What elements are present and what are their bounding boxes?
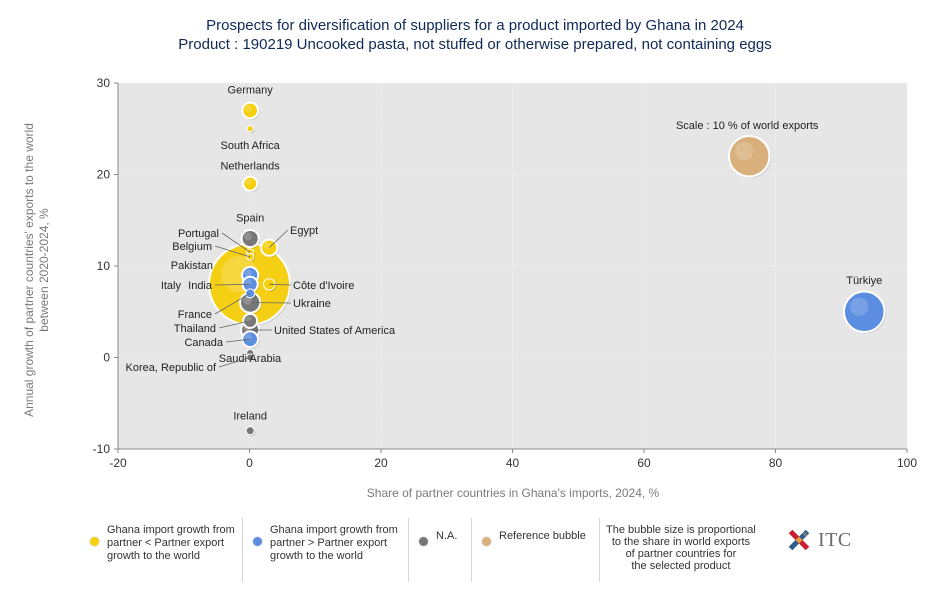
- legend-item-import-higher[interactable]: Ghana import growth from partner > Partn…: [243, 518, 409, 582]
- legend-label: N.A.: [436, 530, 458, 542]
- bubble: [240, 228, 260, 249]
- bubble-highlight: [244, 269, 252, 277]
- x-tick-label: 40: [506, 456, 520, 470]
- y-axis-label: Annual growth of partner countries' expo…: [22, 123, 51, 417]
- leader-line: [221, 232, 251, 253]
- bubble-label: Scale : 10 % of world exports: [676, 120, 819, 132]
- bubble-label: Canada: [184, 337, 223, 349]
- x-tick-label: 100: [897, 456, 917, 470]
- bubble: [242, 175, 259, 192]
- x-tick-label: 0: [246, 456, 253, 470]
- leader-line: [218, 357, 251, 368]
- x-tick-label: 20: [374, 456, 388, 470]
- bubble: [727, 134, 771, 178]
- bubble-highlight: [263, 242, 271, 250]
- legend-item-import-lower[interactable]: Ghana import growth from partner < Partn…: [80, 518, 243, 582]
- bubble-label: Spain: [236, 213, 264, 225]
- chart-title-line2: Product : 190219 Uncooked pasta, not stu…: [178, 36, 772, 53]
- y-tick-label: 20: [97, 168, 111, 182]
- bubble-label: Egypt: [290, 225, 318, 237]
- y-tick-label: 0: [103, 351, 110, 365]
- leader-line: [218, 320, 251, 329]
- bubble-label: Portugal: [178, 228, 219, 240]
- legend-yellow-dot-icon: [90, 537, 99, 546]
- chart-title: Prospects for diversification of supplie…: [0, 16, 950, 54]
- y-tick-label: -10: [93, 442, 111, 456]
- itc-logo-icon: [788, 529, 810, 551]
- bubble: [245, 426, 255, 436]
- bubble-label: Thailand: [174, 323, 216, 335]
- bubble-label: Saudi Arabia: [219, 353, 282, 365]
- chart-title-line1: Prospects for diversification of supplie…: [206, 17, 744, 34]
- legend-label: Ghana import growth from partner > Partn…: [270, 524, 398, 562]
- x-tick-label: 60: [637, 456, 651, 470]
- bubble-label: Türkiye: [846, 275, 882, 287]
- legend-label: Ghana import growth from partner < Partn…: [107, 524, 235, 562]
- bubble-label: India: [188, 280, 213, 292]
- bubble-label: France: [178, 309, 212, 321]
- legend-item-na[interactable]: N.A.: [409, 518, 472, 582]
- legend-size-note: The bubble size is proportional to the s…: [600, 518, 762, 582]
- leader-line: [214, 245, 251, 258]
- bubble-label: Ireland: [233, 411, 267, 423]
- bubble: [246, 125, 254, 133]
- leader-line: [269, 283, 292, 286]
- itc-logo-text: ITC: [818, 528, 852, 551]
- bubble: [843, 290, 886, 333]
- bubble-label: South Africa: [220, 140, 280, 152]
- bubble-highlight: [735, 142, 754, 161]
- legend-item-reference[interactable]: Reference bubble: [472, 518, 600, 582]
- bubble-highlight: [244, 104, 252, 113]
- bubble-label: Germany: [228, 84, 274, 96]
- leader-line: [214, 283, 251, 286]
- bubble-label: United States of America: [274, 325, 396, 337]
- bubble: [241, 101, 259, 120]
- x-tick-label: 80: [769, 456, 783, 470]
- bubble-highlight: [244, 278, 252, 286]
- legend-tan-dot-icon: [482, 537, 491, 546]
- bubble-label: Korea, Republic of: [126, 362, 217, 374]
- x-axis-label: Share of partner countries in Ghana's im…: [366, 486, 660, 500]
- bubble-label: Ukraine: [293, 298, 331, 310]
- leader-line: [268, 229, 289, 248]
- bubble-highlight: [244, 232, 252, 241]
- legend-gray-dot-icon: [419, 537, 428, 546]
- bubble-highlight: [850, 297, 869, 316]
- legend-blue-dot-icon: [253, 537, 262, 546]
- bubble-label: Pakistan: [171, 260, 213, 272]
- y-tick-label: 10: [97, 259, 111, 273]
- bubble-label: Netherlands: [220, 161, 280, 173]
- y-tick-label: 30: [97, 76, 111, 90]
- x-tick-label: -20: [109, 456, 127, 470]
- legend-label: Reference bubble: [499, 530, 586, 542]
- bubble-label: Belgium: [172, 241, 212, 253]
- leader-line: [225, 338, 251, 343]
- bubble-label: Italy: [161, 280, 182, 292]
- leader-line: [214, 293, 251, 315]
- bubble-highlight: [245, 178, 252, 186]
- itc-logo: ITC: [786, 527, 852, 553]
- bubble-label: Côte d'Ivoire: [293, 280, 354, 292]
- legend: Ghana import growth from partner < Partn…: [80, 518, 762, 582]
- legend-note-text: The bubble size is proportional to the s…: [606, 524, 756, 572]
